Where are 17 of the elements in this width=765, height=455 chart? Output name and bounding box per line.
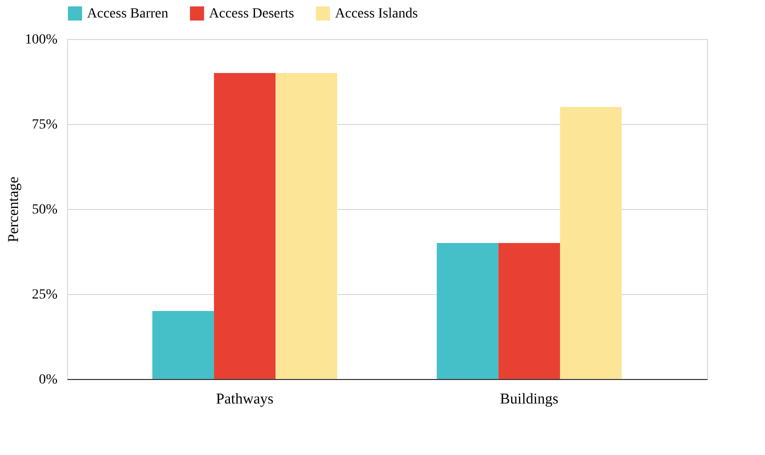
x-tick-label: Buildings: [500, 392, 559, 408]
bar: [152, 311, 214, 379]
legend-label: Access Barren: [87, 6, 168, 22]
y-tick-label: 75%: [32, 118, 58, 132]
y-tick-label: 25%: [32, 288, 58, 302]
bar: [498, 243, 560, 379]
bar: [214, 73, 276, 379]
bar: [436, 243, 498, 379]
legend-label: Access Islands: [335, 6, 418, 22]
x-tick-label: Pathways: [216, 392, 274, 408]
y-tick-label: 0%: [38, 372, 58, 388]
y-axis-title: Percentage: [6, 176, 22, 242]
bar: [276, 73, 338, 379]
bar: [560, 107, 622, 379]
y-tick-label: 100%: [24, 32, 58, 48]
y-tick-label: 50%: [32, 202, 58, 218]
legend-label: Access Deserts: [209, 6, 294, 22]
